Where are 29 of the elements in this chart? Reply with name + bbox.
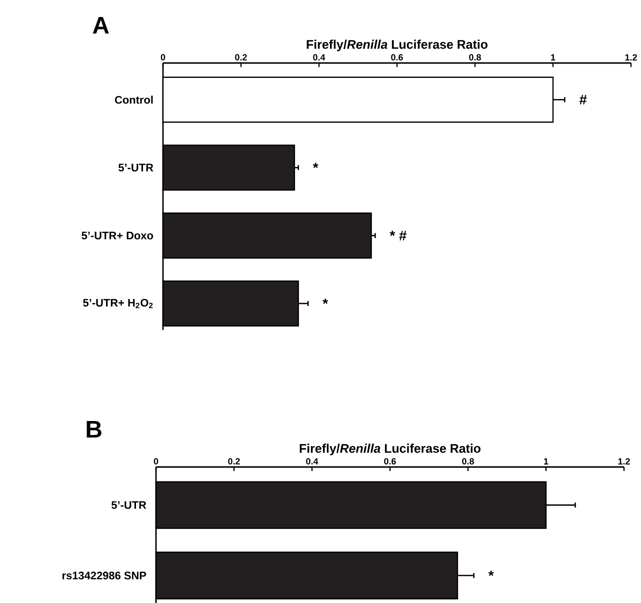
annotation: # bbox=[579, 94, 587, 104]
x-tick-label: 0 bbox=[154, 458, 158, 464]
x-tick-label: 0.2 bbox=[235, 54, 247, 60]
y-tick-label: 5’-UTR+ Doxo bbox=[82, 232, 154, 240]
annotation: * # bbox=[390, 230, 407, 240]
x-tick-label: 1.2 bbox=[618, 458, 630, 464]
y-tick-label: Control bbox=[114, 96, 153, 104]
chart-title: B bbox=[86, 421, 102, 438]
annotation: * bbox=[322, 298, 328, 304]
annotation: * bbox=[488, 570, 494, 576]
chart-title: A bbox=[92, 17, 109, 34]
y-tick-label: 5’-UTR bbox=[118, 164, 154, 172]
x-tick-label: 0.8 bbox=[462, 458, 474, 464]
y-tick-label: 5’-UTR+ H$_{2}$O$_{2}$ bbox=[83, 298, 153, 308]
x-tick-label: 0.6 bbox=[391, 54, 403, 60]
x-tick-label: 0.4 bbox=[313, 54, 326, 60]
annotation: * bbox=[312, 162, 318, 168]
x-tick-label: 0.4 bbox=[306, 458, 318, 464]
x-tick-label: 1 bbox=[544, 458, 548, 464]
y-tick-label: 5’-UTR bbox=[112, 501, 146, 509]
x-tick-label: 0.6 bbox=[384, 458, 396, 464]
x-tick-label: 1.2 bbox=[625, 54, 637, 60]
x-tick-label: 0.2 bbox=[228, 458, 240, 464]
x-axis-title: Firefly/Renilla Luciferase Ratio bbox=[300, 444, 481, 456]
x-tick-label: 1 bbox=[551, 54, 556, 60]
y-tick-label: rs13422986 SNP bbox=[62, 572, 146, 580]
x-tick-label: 0 bbox=[160, 54, 166, 60]
x-axis-title: Firefly/Renilla Luciferase Ratio bbox=[306, 40, 488, 52]
x-tick-label: 0.8 bbox=[469, 54, 481, 60]
